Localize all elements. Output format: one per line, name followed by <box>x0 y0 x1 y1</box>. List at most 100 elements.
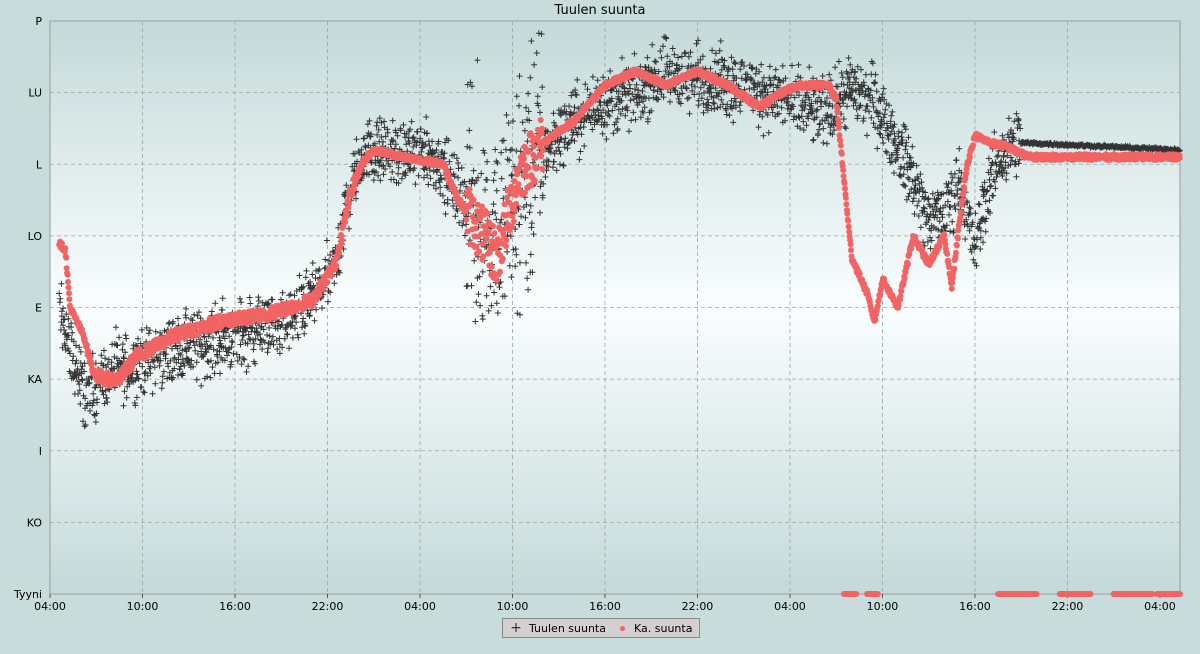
average-point <box>485 231 491 237</box>
average-point <box>494 277 500 283</box>
average-point <box>484 236 490 242</box>
x-tick-label: 16:00 <box>959 600 991 613</box>
average-point <box>63 255 69 261</box>
average-point <box>65 279 71 285</box>
x-tick-label: 04:00 <box>404 600 436 613</box>
y-tick-label: LO <box>28 230 43 243</box>
average-point <box>333 263 339 269</box>
average-point <box>955 236 961 242</box>
average-point <box>510 213 516 219</box>
x-tick-label: 16:00 <box>219 600 251 613</box>
x-tick-label: 22:00 <box>312 600 344 613</box>
average-point <box>512 207 518 213</box>
y-tick-label: I <box>39 445 42 458</box>
average-point <box>65 272 71 278</box>
average-point <box>845 218 851 224</box>
average-point <box>949 286 955 292</box>
average-point <box>534 165 540 171</box>
average-point <box>835 109 841 115</box>
average-point <box>967 154 973 160</box>
average-point <box>905 260 911 266</box>
average-point <box>540 166 546 172</box>
average-point <box>66 296 72 302</box>
average-point <box>958 210 964 216</box>
average-point <box>489 264 495 270</box>
average-point <box>328 273 334 279</box>
average-point <box>342 219 348 225</box>
average-point <box>846 224 852 230</box>
average-point <box>539 126 545 132</box>
average-point <box>84 342 90 348</box>
average-point <box>839 151 845 157</box>
average-point <box>538 117 544 123</box>
average-point <box>970 142 976 148</box>
average-point <box>525 149 531 155</box>
x-tick-label: 04:00 <box>1144 600 1176 613</box>
y-tick-label: KA <box>27 373 42 386</box>
average-point <box>843 201 849 207</box>
average-point <box>848 247 854 253</box>
average-point <box>953 250 959 256</box>
average-point <box>842 186 848 192</box>
y-tick-label: L <box>36 158 43 171</box>
average-point <box>345 205 351 211</box>
average-point <box>471 197 477 203</box>
average-point <box>463 217 469 223</box>
average-point <box>898 293 904 299</box>
average-point <box>479 204 485 210</box>
chart-title: Tuulen suunta <box>0 3 1200 18</box>
x-tick-label: 10:00 <box>867 600 899 613</box>
average-point <box>848 241 854 247</box>
average-point <box>951 266 957 272</box>
average-point <box>961 186 967 192</box>
average-point <box>516 181 522 187</box>
average-point <box>500 256 506 262</box>
average-point <box>62 245 68 251</box>
average-point <box>346 199 352 205</box>
average-point <box>843 195 849 201</box>
average-point <box>833 95 839 101</box>
average-point <box>902 276 908 282</box>
x-tick-label: 04:00 <box>34 600 66 613</box>
average-point <box>66 285 72 291</box>
average-point <box>836 125 842 131</box>
x-tick-label: 04:00 <box>774 600 806 613</box>
average-point <box>66 290 72 296</box>
average-point <box>954 243 960 249</box>
average-point <box>85 348 91 354</box>
average-point <box>941 232 947 238</box>
average-point <box>490 223 496 229</box>
average-point <box>857 271 863 277</box>
average-point <box>514 171 520 177</box>
x-tick-label: 10:00 <box>127 600 159 613</box>
average-point <box>491 230 497 236</box>
average-point <box>497 269 503 275</box>
x-tick-label: 22:00 <box>682 600 714 613</box>
average-point <box>476 249 482 255</box>
average-point <box>513 201 519 207</box>
x-tick-label: 10:00 <box>497 600 529 613</box>
average-point <box>473 226 479 232</box>
average-point <box>511 218 517 224</box>
average-point <box>841 173 847 179</box>
average-point <box>842 180 848 186</box>
average-point <box>339 237 345 243</box>
average-point <box>344 211 350 217</box>
average-point <box>840 167 846 173</box>
average-point <box>480 241 486 247</box>
x-tick-label: 22:00 <box>1052 600 1084 613</box>
average-point <box>484 211 490 217</box>
average-point <box>538 153 544 159</box>
average-point <box>526 165 532 171</box>
average-point <box>509 224 515 230</box>
average-point <box>838 143 844 149</box>
average-point <box>844 211 850 217</box>
average-point <box>467 186 473 192</box>
average-point <box>540 147 546 153</box>
y-tick-label: E <box>35 302 42 315</box>
average-point <box>532 177 538 183</box>
average-point <box>504 237 510 243</box>
average-point <box>944 251 950 257</box>
